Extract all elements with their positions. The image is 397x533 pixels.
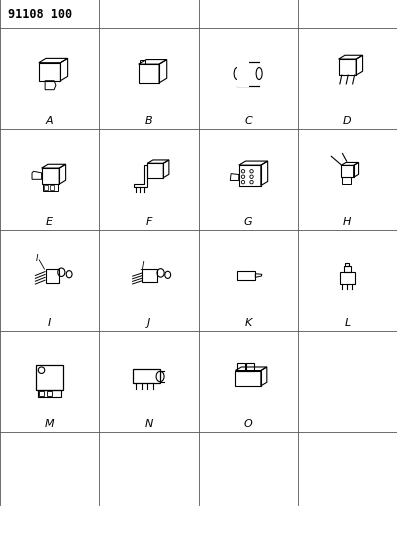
Text: C: C [244, 116, 252, 126]
Text: N: N [145, 419, 153, 429]
Bar [43, 184, 58, 191]
Text: M: M [45, 419, 54, 429]
Text: B: B [145, 116, 153, 126]
Bar [237, 363, 245, 370]
Text: G: G [244, 217, 252, 227]
Bar [247, 363, 254, 370]
Text: F: F [146, 217, 152, 227]
Bar [340, 272, 355, 284]
Bar [47, 391, 52, 396]
Bar [44, 185, 48, 190]
Text: O: O [244, 419, 252, 429]
Bar [237, 271, 255, 280]
Bar [344, 265, 351, 272]
Bar [139, 60, 145, 64]
Bar [39, 391, 44, 396]
Text: 91108 100: 91108 100 [8, 8, 72, 21]
Bar [237, 61, 249, 86]
Bar [36, 365, 63, 390]
Text: D: D [343, 116, 352, 126]
Bar [345, 263, 349, 265]
Bar [133, 369, 160, 383]
Bar [143, 269, 157, 282]
Text: H: H [343, 217, 352, 227]
Text: A: A [46, 116, 54, 126]
Bar [343, 177, 351, 183]
Text: I: I [36, 254, 39, 263]
Text: K: K [245, 318, 252, 328]
Text: L: L [344, 318, 351, 328]
Text: I: I [48, 318, 51, 328]
Bar [46, 269, 59, 284]
Text: J: J [141, 261, 144, 270]
Bar [50, 185, 54, 190]
Text: J: J [147, 318, 150, 328]
Text: E: E [46, 217, 53, 227]
Bar [38, 390, 61, 397]
